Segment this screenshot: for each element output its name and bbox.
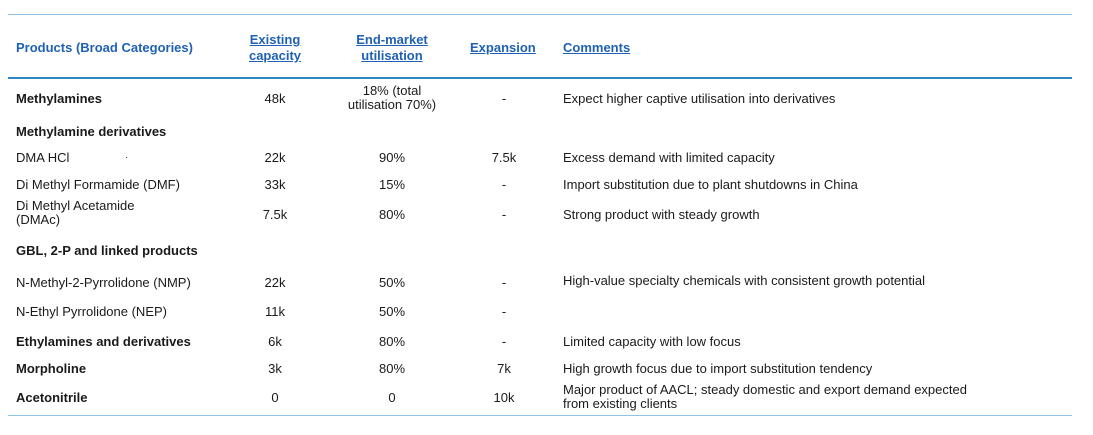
expansion-cell: 7k [497,361,511,376]
capacity-cell: 11k [265,304,285,319]
expansion-cell: 7.5k [491,150,517,165]
header-rule [8,77,1072,79]
utilisation-cell: 80% [378,334,406,349]
capacity-cell: 0 [271,390,279,405]
capacity-cell: 6k [268,334,282,349]
product-cell: DMA HCl [16,150,70,165]
table-bottom-rule [8,415,1072,416]
header-end-market-utilisation: End-market utilisation [356,32,428,63]
capacity-cell: 7.5k [262,207,288,222]
header-existing-capacity: Existing capacity [248,32,302,63]
capacity-cell: 33k [264,177,286,192]
expansion-cell: - [501,177,507,192]
comment-cell: Import substitution due to plant shutdow… [563,177,858,192]
utilisation-cell: 18% (total utilisation 70%) [347,83,437,112]
comment-cell: High-value specialty chemicals with cons… [563,273,926,288]
comment-cell: High growth focus due to import substitu… [563,361,873,376]
capacity-cell: 22k [264,150,286,165]
comment-cell: Strong product with steady growth [563,207,760,222]
utilisation-cell: 15% [378,177,406,192]
table-top-rule [8,14,1072,15]
expansion-cell: 10k [493,390,515,405]
utilisation-cell: 90% [378,150,406,165]
capacity-cell: 3k [268,361,282,376]
product-cell: Morpholine [16,361,87,376]
product-cell: N-Ethyl Pyrrolidone (NEP) [16,304,167,319]
header-expansion: Expansion [470,40,536,55]
utilisation-cell: 50% [378,275,406,290]
product-group-cell: GBL, 2-P and linked products [16,243,198,258]
product-cell: N-Methyl-2-Pyrrolidone (NMP) [16,275,191,290]
bullet-dot: · [125,152,129,163]
comment-cell: Expect higher captive utilisation into d… [563,91,836,106]
header-products: Products (Broad Categories) [16,40,193,55]
product-cell: Acetonitrile [16,390,88,405]
utilisation-cell: 80% [378,207,406,222]
utilisation-cell: 0 [388,390,396,405]
comment-cell: Excess demand with limited capacity [563,150,775,165]
expansion-cell: - [501,91,507,106]
product-cell: Di Methyl Acetamide (DMAc) [16,198,135,227]
product-cell: Ethylamines and derivatives [16,334,191,349]
expansion-cell: - [501,334,507,349]
comment-cell: Major product of AACL; steady domestic a… [563,382,967,411]
expansion-cell: - [501,207,507,222]
expansion-cell: - [501,275,507,290]
header-comments: Comments [563,40,631,55]
comment-cell: Limited capacity with low focus [563,334,741,349]
product-cell: Di Methyl Formamide (DMF) [16,177,180,192]
utilisation-cell: 80% [378,361,406,376]
product-cell: Methylamines [16,91,102,106]
capacity-cell: 48k [264,91,286,106]
utilisation-cell: 50% [378,304,406,319]
expansion-cell: - [501,304,507,319]
capacity-cell: 22k [264,275,286,290]
product-group-cell: Methylamine derivatives [16,124,167,139]
